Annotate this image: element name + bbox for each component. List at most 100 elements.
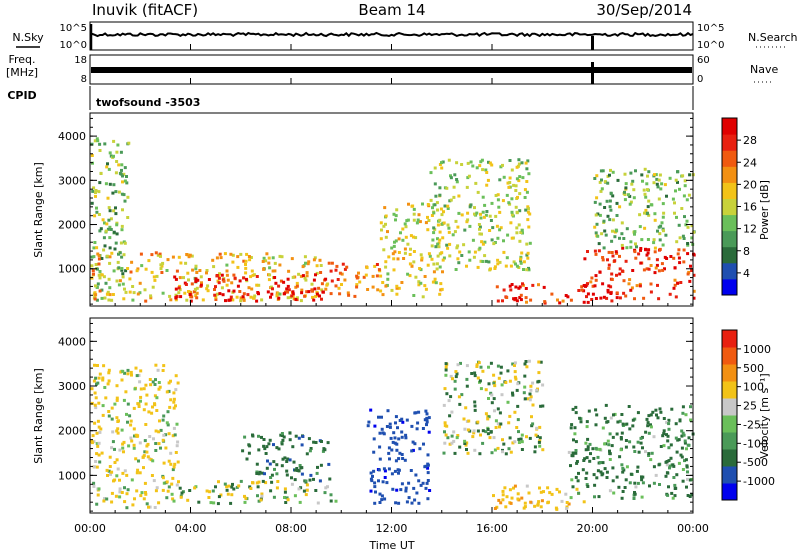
heatmap-cell: [416, 421, 420, 425]
heatmap-cell: [301, 435, 305, 438]
heatmap-cell: [139, 387, 143, 391]
heatmap-cell: [678, 236, 682, 240]
heatmap-cell: [375, 263, 379, 266]
heatmap-cell: [291, 290, 295, 294]
heatmap-cell: [476, 190, 480, 194]
heatmap-cell: [305, 483, 309, 487]
heatmap-cell: [620, 463, 624, 467]
heatmap-cell: [257, 480, 261, 484]
heatmap-cell: [434, 245, 438, 249]
heatmap-cell: [490, 393, 494, 397]
heatmap-cell: [518, 175, 522, 179]
heatmap-cell: [523, 374, 527, 378]
heatmap-cell: [137, 405, 141, 408]
heatmap-cell: [633, 297, 636, 301]
heatmap-cell: [211, 489, 215, 493]
heatmap-cell: [463, 442, 467, 445]
heatmap-cell: [245, 252, 249, 256]
heatmap-cell: [683, 215, 686, 219]
heatmap-cell: [430, 257, 434, 261]
heatmap-cell: [244, 259, 248, 263]
heatmap-cell: [311, 289, 314, 293]
heatmap-cell: [282, 435, 286, 439]
heatmap-cell: [93, 139, 97, 143]
heatmap-cell: [172, 426, 176, 430]
heatmap-cell: [631, 418, 635, 422]
heatmap-cell: [402, 257, 406, 260]
heatmap-cell: [508, 181, 512, 184]
heatmap-cell: [510, 197, 514, 201]
heatmap-cell: [162, 433, 166, 437]
heatmap-cell: [171, 476, 175, 480]
heatmap-cell: [615, 214, 619, 217]
heatmap-cell: [297, 436, 301, 440]
heatmap-cell: [448, 254, 452, 258]
heatmap-cell: [661, 202, 665, 206]
heatmap-cell: [646, 188, 649, 192]
heatmap-cell: [608, 452, 612, 455]
heatmap-cell: [147, 259, 151, 263]
heatmap-cell: [400, 482, 404, 486]
heatmap-cell: [611, 170, 615, 174]
heatmap-cell: [669, 255, 673, 258]
heatmap-cell: [145, 444, 149, 448]
heatmap-cell: [346, 291, 350, 295]
heatmap-cell: [588, 442, 592, 446]
heatmap-cell: [618, 267, 622, 271]
heatmap-cell: [306, 262, 310, 266]
heatmap-cell: [165, 496, 169, 500]
heatmap-cell: [91, 269, 95, 273]
heatmap-cell: [105, 165, 109, 169]
heatmap-cell: [538, 444, 542, 448]
heatmap-cell: [543, 300, 547, 304]
heatmap-cell: [97, 441, 101, 445]
heatmap-cell: [355, 285, 359, 289]
heatmap-cell: [519, 231, 523, 234]
heatmap-cell: [394, 415, 398, 419]
colorbar-swatch: [722, 330, 737, 348]
heatmap-cell: [493, 409, 496, 413]
heatmap-cell: [547, 500, 550, 504]
heatmap-cell: [496, 262, 500, 266]
heatmap-cell: [151, 405, 154, 409]
heatmap-cell: [255, 283, 259, 287]
heatmap-cell: [131, 285, 135, 288]
y-tick-label: 3000: [58, 380, 86, 393]
heatmap-cell: [581, 468, 585, 472]
colorbar-swatch: [722, 483, 737, 501]
heatmap-cell: [120, 491, 124, 494]
heatmap-cell: [675, 450, 679, 454]
heatmap-cell: [455, 161, 459, 165]
heatmap-cell: [120, 267, 124, 270]
heatmap-cell: [159, 254, 162, 258]
heatmap-cell: [91, 189, 95, 193]
heatmap-cell: [655, 263, 659, 267]
heatmap-cell: [161, 418, 165, 422]
heatmap-cell: [526, 205, 530, 209]
heatmap-cell: [266, 459, 269, 463]
heatmap-cell: [135, 269, 139, 273]
heatmap-cell: [645, 253, 649, 257]
heatmap-cell: [435, 267, 439, 271]
heatmap-cell: [303, 276, 307, 280]
heatmap-cell: [385, 481, 389, 485]
heatmap-cell: [157, 430, 161, 434]
heatmap-cell: [516, 418, 520, 422]
heatmap-cell: [416, 218, 420, 222]
heatmap-cell: [230, 485, 234, 489]
heatmap-cell: [120, 378, 124, 382]
heatmap-cell: [646, 211, 649, 215]
heatmap-cell: [295, 284, 299, 288]
heatmap-cell: [134, 366, 138, 370]
heatmap-cell: [375, 274, 379, 278]
heatmap-cell: [378, 445, 382, 449]
heatmap-cell: [608, 205, 612, 209]
heatmap-cell: [491, 226, 495, 230]
heatmap-cell: [242, 276, 246, 280]
heatmap-cell: [650, 451, 654, 455]
heatmap-cell: [419, 281, 423, 285]
heatmap-cell: [345, 265, 349, 269]
heatmap-cell: [403, 251, 407, 255]
y-tick-label: 4000: [58, 335, 86, 348]
